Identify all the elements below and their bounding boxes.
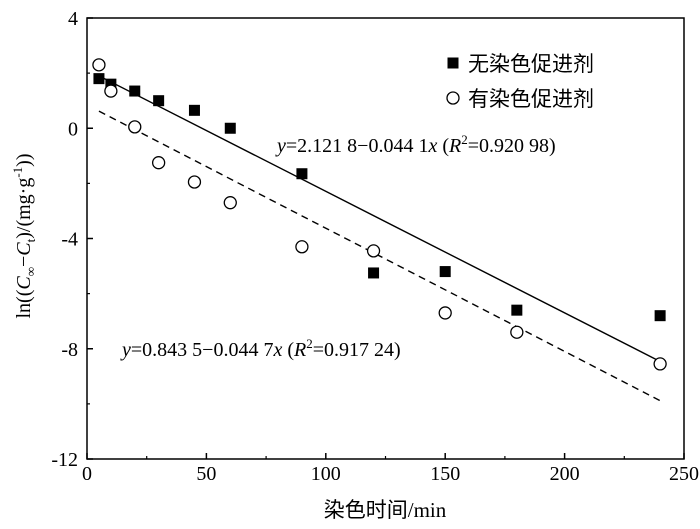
x-tick-label: 200 — [550, 463, 580, 485]
x-tick-label: 100 — [311, 463, 341, 485]
plot-border — [86, 17, 685, 460]
point-series-1 — [188, 104, 200, 116]
point-series-1 — [153, 95, 165, 107]
tick-labels: 0 50 100 150 200 250 4 0 -4 -8 -12 — [51, 8, 699, 485]
point-series-1 — [129, 85, 141, 97]
y-tick-label: -4 — [61, 229, 78, 251]
point-series-2 — [223, 196, 237, 210]
point-series-2 — [653, 357, 667, 371]
legend-label-series-2: 有染色促进剂 — [468, 87, 594, 111]
point-series-2 — [438, 306, 452, 320]
point-series-2 — [187, 175, 202, 189]
fit-line-series-1 — [98, 75, 661, 363]
x-tick-label: 150 — [430, 463, 460, 485]
x-tick-label: 50 — [196, 463, 216, 485]
point-series-2 — [510, 325, 524, 339]
point-series-1 — [224, 122, 236, 134]
x-tick-label: 0 — [82, 463, 92, 485]
equation-series-2: y=0.843 5−0.044 7x (R2=0.917 24) — [120, 336, 401, 361]
point-series-1 — [654, 310, 666, 322]
x-tick-label: 250 — [669, 463, 699, 485]
y-axis-label: ln((C∞−Ct)/(mg·g-1)) — [10, 153, 38, 318]
point-series-2 — [151, 156, 166, 170]
point-series-1 — [511, 304, 523, 316]
point-series-2 — [295, 240, 309, 254]
legend-marker-circle — [446, 91, 460, 105]
data-points — [92, 58, 667, 371]
point-series-1 — [368, 267, 380, 279]
point-series-2 — [92, 58, 106, 72]
y-tick-label: -8 — [61, 339, 78, 361]
point-series-2 — [128, 120, 142, 134]
y-tick-label: -12 — [51, 449, 78, 471]
point-series-2 — [104, 84, 118, 98]
legend-label-series-1: 无染色促进剂 — [468, 52, 594, 76]
point-series-1 — [93, 73, 105, 85]
point-series-1 — [105, 78, 117, 90]
axis-ticks — [86, 17, 685, 460]
legend-marker-square — [447, 57, 459, 69]
point-series-2 — [366, 244, 381, 258]
fit-lines — [98, 75, 661, 402]
equation-series-1: y=2.121 8−0.044 1x (R2=0.920 98) — [275, 132, 556, 157]
x-axis-label: 染色时间/min — [324, 498, 447, 522]
point-series-1 — [439, 266, 451, 278]
fit-line-series-2 — [98, 110, 661, 402]
y-tick-label: 0 — [68, 118, 78, 140]
y-tick-label: 4 — [68, 8, 78, 30]
point-series-1 — [296, 168, 308, 180]
plot-frame — [86, 17, 685, 460]
